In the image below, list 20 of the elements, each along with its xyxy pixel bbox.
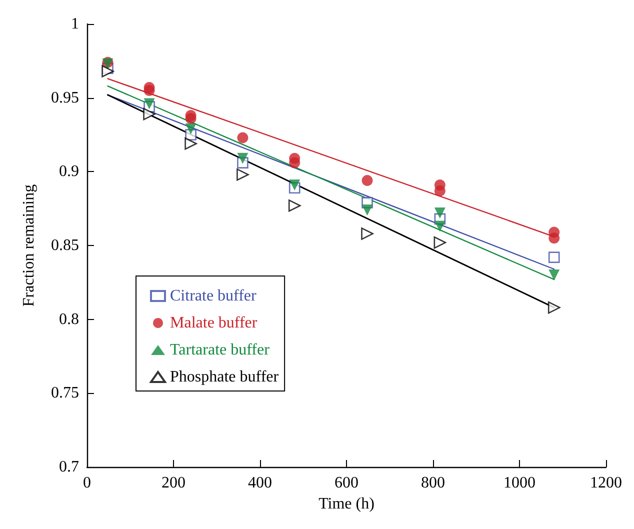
x-tick-label: 1200 <box>590 474 622 492</box>
legend-label: Tartarate buffer <box>170 342 270 358</box>
legend-label: Phosphate buffer <box>170 368 280 386</box>
x-tick-label: 600 <box>334 474 358 492</box>
x-tick-label: 1000 <box>504 474 536 492</box>
x-axis-title: Time (h) <box>318 495 374 512</box>
x-tick-label: 800 <box>421 474 445 492</box>
x-tick-label: 400 <box>248 474 272 492</box>
y-axis-title: Fraction remaining <box>20 184 38 307</box>
y-tick-label: 0.7 <box>59 458 79 476</box>
x-tick-label: 200 <box>162 474 186 492</box>
y-tick-label: 0.85 <box>51 237 79 254</box>
x-tick-label: 0 <box>83 474 91 492</box>
y-tick-label: 0.75 <box>51 384 79 402</box>
y-tick-label: 0.9 <box>59 163 79 180</box>
y-tick-label: 0.95 <box>51 89 79 106</box>
legend-label: Citrate buffer <box>170 288 258 304</box>
legend-label: Malate buffer <box>170 314 258 332</box>
y-tick-label: 1 <box>71 16 79 32</box>
y-tick-label: 0.8 <box>59 310 79 328</box>
